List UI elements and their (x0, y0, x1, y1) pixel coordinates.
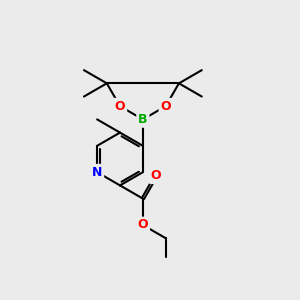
Text: O: O (151, 169, 161, 182)
Text: O: O (115, 100, 125, 113)
Text: B: B (138, 113, 148, 126)
Text: O: O (160, 100, 171, 113)
Text: N: N (92, 166, 102, 179)
Text: O: O (138, 218, 148, 232)
